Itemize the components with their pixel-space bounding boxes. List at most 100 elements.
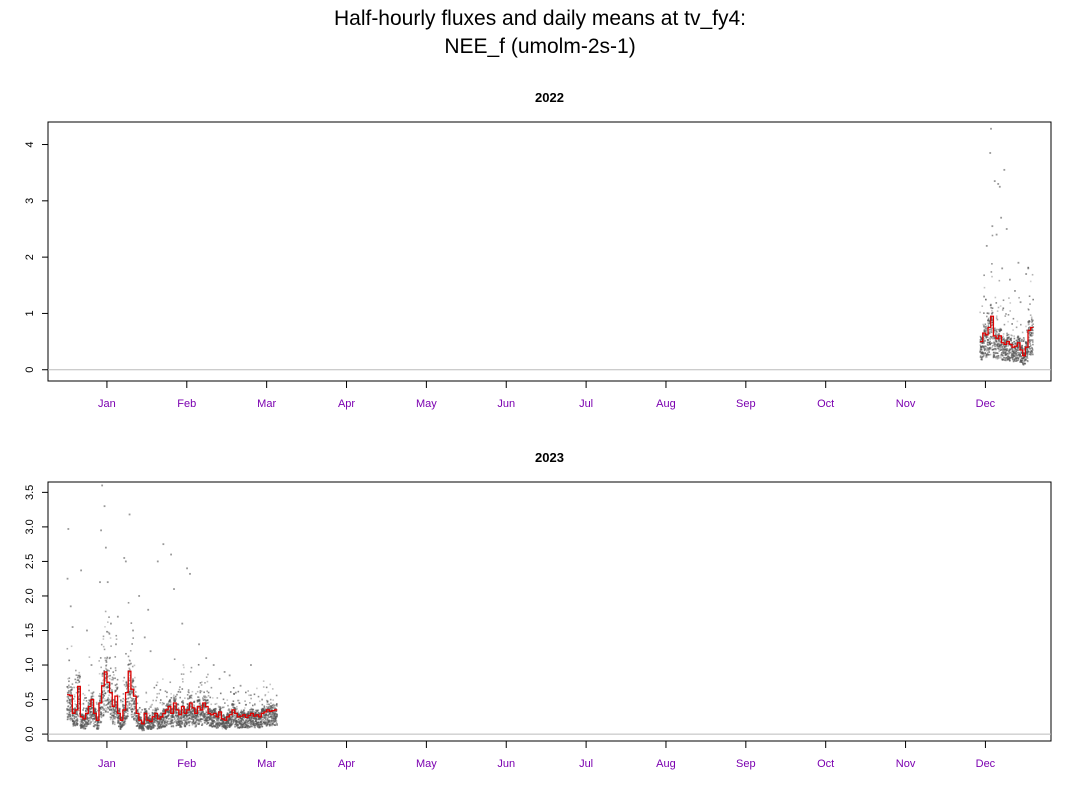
- half-hourly-point: [1005, 344, 1007, 347]
- half-hourly-point: [1027, 308, 1030, 311]
- half-hourly-point: [1012, 317, 1015, 320]
- half-hourly-point: [1009, 348, 1012, 351]
- half-hourly-point: [144, 709, 146, 712]
- half-hourly-point: [118, 695, 121, 698]
- half-hourly-point: [989, 335, 992, 338]
- half-hourly-point: [244, 712, 246, 715]
- half-hourly-point: [110, 709, 113, 712]
- half-hourly-point: [170, 692, 172, 695]
- half-hourly-point: [996, 355, 998, 357]
- half-hourly-point: [989, 330, 991, 333]
- half-hourly-point: [193, 705, 195, 708]
- half-hourly-point: [89, 716, 92, 718]
- half-hourly-point: [240, 709, 243, 712]
- half-hourly-point: [246, 722, 249, 724]
- half-hourly-point: [224, 717, 227, 720]
- half-hourly-point: [117, 725, 120, 728]
- half-hourly-point: [167, 712, 170, 714]
- half-hourly-point: [245, 719, 247, 721]
- half-hourly-point: [189, 720, 191, 723]
- half-hourly-point: [67, 528, 70, 530]
- half-hourly-point: [151, 714, 154, 717]
- half-hourly-point: [173, 718, 176, 721]
- half-hourly-point: [209, 707, 211, 710]
- half-hourly-point: [190, 711, 193, 713]
- half-hourly-point: [1007, 313, 1010, 316]
- half-hourly-point: [259, 718, 261, 721]
- half-hourly-point: [173, 694, 175, 697]
- half-hourly-point: [200, 707, 203, 709]
- half-hourly-point: [197, 714, 199, 717]
- half-hourly-point: [66, 695, 69, 698]
- half-hourly-point: [1012, 357, 1014, 360]
- half-hourly-point: [96, 726, 99, 729]
- half-hourly-point: [1015, 343, 1017, 345]
- half-hourly-point: [69, 708, 71, 711]
- half-hourly-point: [997, 352, 999, 355]
- half-hourly-point: [148, 712, 150, 715]
- half-hourly-point: [212, 722, 214, 725]
- half-hourly-point: [185, 716, 188, 718]
- half-hourly-point: [114, 667, 117, 669]
- half-hourly-point: [984, 339, 986, 342]
- half-hourly-point: [130, 699, 133, 702]
- half-hourly-point: [245, 720, 247, 722]
- half-hourly-point: [106, 670, 108, 672]
- half-hourly-point: [1030, 339, 1032, 341]
- half-hourly-point: [174, 709, 177, 712]
- half-hourly-point: [259, 717, 261, 719]
- half-hourly-point: [86, 708, 89, 710]
- half-hourly-point: [130, 708, 132, 711]
- half-hourly-point: [82, 721, 84, 724]
- half-hourly-point: [133, 705, 136, 708]
- half-hourly-point: [252, 708, 255, 711]
- half-hourly-point: [219, 706, 221, 709]
- half-hourly-point: [112, 678, 114, 681]
- half-hourly-point: [138, 716, 141, 718]
- half-hourly-point: [163, 722, 166, 725]
- half-hourly-point: [67, 687, 70, 690]
- half-hourly-point: [70, 706, 72, 708]
- half-hourly-point: [177, 703, 180, 706]
- half-hourly-point: [124, 560, 127, 563]
- half-hourly-point: [1023, 360, 1026, 363]
- half-hourly-point: [109, 709, 111, 711]
- half-hourly-point: [998, 333, 1000, 335]
- half-hourly-point: [1018, 338, 1021, 340]
- half-hourly-point: [1020, 347, 1023, 350]
- half-hourly-point: [91, 697, 94, 700]
- half-hourly-point: [86, 724, 88, 726]
- half-hourly-point: [165, 721, 167, 724]
- half-hourly-point: [68, 680, 70, 683]
- half-hourly-point: [269, 683, 272, 686]
- half-hourly-point: [99, 695, 102, 698]
- half-hourly-point: [100, 683, 103, 685]
- half-hourly-point: [1023, 338, 1025, 341]
- half-hourly-point: [73, 722, 75, 725]
- half-hourly-point: [104, 657, 106, 659]
- half-hourly-point: [983, 337, 986, 340]
- half-hourly-point: [115, 707, 118, 709]
- half-hourly-point: [186, 694, 189, 696]
- half-hourly-point: [132, 713, 134, 716]
- half-hourly-point: [997, 345, 1000, 348]
- half-hourly-point: [996, 330, 998, 333]
- half-hourly-point: [75, 719, 78, 722]
- half-hourly-point: [149, 650, 152, 653]
- half-hourly-point: [152, 722, 155, 725]
- half-hourly-point: [142, 729, 144, 732]
- half-hourly-point: [230, 723, 233, 726]
- half-hourly-point: [100, 529, 102, 532]
- half-hourly-point: [232, 700, 235, 703]
- half-hourly-point: [210, 724, 212, 727]
- half-hourly-point: [1031, 339, 1034, 341]
- half-hourly-point: [102, 714, 105, 717]
- half-hourly-point: [1016, 354, 1018, 357]
- half-hourly-point: [267, 715, 269, 717]
- half-hourly-point: [70, 699, 73, 702]
- half-hourly-point: [981, 337, 983, 339]
- half-hourly-point: [76, 719, 79, 722]
- half-hourly-point: [1008, 357, 1011, 360]
- half-hourly-point: [248, 719, 251, 721]
